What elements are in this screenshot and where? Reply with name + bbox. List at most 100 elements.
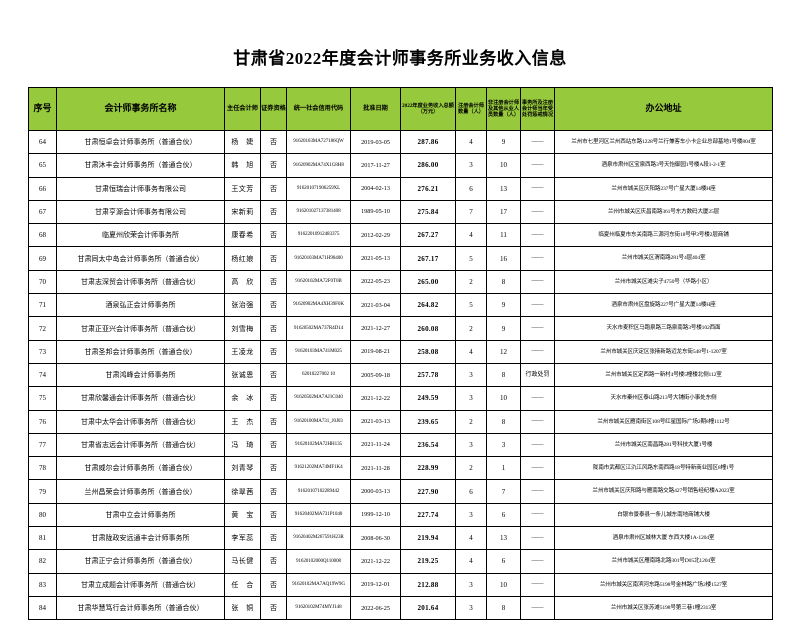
cell-approval-date: 2021-05-13	[350, 246, 401, 271]
cell-revenue: 219.25	[400, 549, 456, 574]
cell-approval-date: 2019-12-01	[350, 572, 401, 597]
cell-credit-code: 91620502MA7AJ1C040	[286, 386, 351, 411]
cell-chief-accountant: 张治强	[224, 293, 261, 318]
header-chief-accountant: 主任会计师	[224, 87, 261, 131]
cell-credit-code: 91620102MA72F0T0B	[286, 269, 351, 295]
cell-chief-accountant: 余 冰	[224, 386, 261, 411]
table-row: 72 甘肃正亚兴会计师事务所（普通合伙） 刘雪梅否 91620502MA737R4D1…	[28, 316, 773, 341]
cell-securities-qualification: 否	[260, 572, 287, 597]
cell-office-address: 陇南市武都区江氿江风路东南西路18号特新商业园区8幢1号	[554, 456, 773, 481]
cell-staff-count: 10	[486, 572, 521, 597]
table-row: 68 临夏州欣荣会计师事务所 康春希否 91622010912483375 2012-0…	[28, 223, 773, 248]
table-row: 76 甘肃中太华会计师事务所（普通合伙）王 杰否 91620100MA731_J0J…	[28, 409, 773, 434]
cell-approval-date: 1989-05-10	[350, 199, 401, 225]
cell-revenue: 257.78	[400, 362, 456, 388]
cell-office-address: 酒泉市肃州区城林大厦 东西大楼1A-1204室	[554, 526, 773, 551]
cell-cpa-count: 4	[455, 129, 487, 155]
cell-firm-name: 甘肃威尔会计师事务所（普通合伙）	[56, 456, 225, 481]
cell-staff-count: 10	[486, 386, 521, 411]
cell-office-address: 兰州市城关区滩尖子4750号（华路小区）	[554, 269, 773, 295]
cell-chief-accountant: 张诚恩	[224, 362, 261, 388]
cell-approval-date: 2022-06-25	[350, 595, 401, 620]
cell-index: 71	[28, 293, 57, 318]
table-row: 64 甘肃恒卓会计师事务所（普通合伙）杨 婕否 91620103MA727186QW…	[28, 129, 773, 155]
cell-revenue: 264.82	[400, 293, 456, 318]
cell-firm-name: 临夏州欣荣会计师事务所	[56, 223, 225, 248]
cell-credit-code: 91620502MA737R4D14	[286, 316, 351, 341]
cell-securities-qualification: 否	[260, 549, 287, 574]
cell-penalty: ——	[520, 316, 555, 341]
cell-securities-qualification: 否	[260, 246, 287, 271]
cell-credit-code: 91620102MA7AQ19W9G	[286, 572, 351, 597]
cell-index: 77	[28, 432, 57, 458]
cell-approval-date: 2017-11-27	[350, 153, 401, 178]
header-securities-qualification: 证券资格	[260, 87, 287, 131]
cell-cpa-count: 2	[455, 316, 487, 341]
table-row: 74 甘肃鸿峰会计师事务所 张诚恩否 62010227002 10 2005-09-18…	[28, 362, 773, 388]
table-row: 81 甘肃陇政安远通丰会计师事务所 李军蕊否 91620402M267591H23R 2…	[28, 526, 773, 551]
cell-index: 65	[28, 153, 57, 178]
cell-staff-count: 9	[486, 129, 521, 155]
cell-revenue: 286.00	[400, 153, 456, 178]
cell-revenue: 212.88	[400, 572, 456, 597]
cell-approval-date: 2021-03-13	[350, 409, 401, 434]
cell-staff-count: 8	[486, 362, 521, 388]
cell-firm-name: 甘肃正亚兴会计师事务所（普通合伙）	[56, 316, 225, 341]
cell-penalty: ——	[520, 386, 555, 411]
cell-credit-code: 91620102000Q110008	[286, 549, 351, 574]
cell-index: 73	[28, 339, 57, 364]
cell-office-address: 兰州市城关区雁南街区108号红星国际广场2期8幢1112号	[554, 409, 773, 434]
header-row: 序号 会计师事务所名称 主任会计师 证券资格 统一社会信用代码 批准日期 202…	[28, 87, 773, 131]
cell-credit-code: 91620103MA741M025	[286, 339, 351, 364]
table-header: 序号 会计师事务所名称 主任会计师 证券资格 统一社会信用代码 批准日期 202…	[28, 87, 773, 131]
cell-staff-count: 11	[486, 223, 521, 248]
cell-approval-date: 2021-03-04	[350, 293, 401, 318]
cell-firm-name: 甘肃正宁会计师事务所（普通合伙）	[56, 549, 225, 574]
cell-chief-accountant: 杨红娘	[224, 246, 261, 271]
cell-firm-name: 甘肃省志远会计师事务所（普通合伙）	[56, 432, 225, 458]
cell-penalty: ——	[520, 269, 555, 295]
cell-cpa-count: 2	[455, 269, 487, 295]
cell-cpa-count: 3	[455, 572, 487, 597]
table-row: 84 甘肃华慧笃行会计师事务所（普通合伙）张 铜否 91620102M74MYJ14…	[28, 595, 773, 620]
cell-office-address: 兰州市城关区南滨河东路5198号金林路广场2楼1527室	[554, 572, 773, 597]
cell-staff-count: 17	[486, 199, 521, 225]
header-credit-code: 统一社会信用代码	[286, 87, 351, 131]
cell-chief-accountant: 李军蕊	[224, 526, 261, 551]
cell-staff-count: 12	[486, 339, 521, 364]
cell-office-address: 白银市景泰县一条儿城东南地商铺大楼	[554, 502, 773, 528]
cell-index: 70	[28, 269, 57, 295]
cell-credit-code: 91622010912483375	[286, 223, 351, 248]
header-cpa-count: 注册会计师数量（人）	[455, 87, 487, 131]
cell-penalty: ——	[520, 549, 555, 574]
header-staff-count: 非注册会计师及其他从业人员数量（人）	[486, 87, 521, 131]
cell-securities-qualification: 否	[260, 479, 287, 504]
cell-penalty: ——	[520, 502, 555, 528]
cell-securities-qualification: 否	[260, 409, 287, 434]
cell-office-address: 酒泉市肃州区宝泉西路3号天怡御园1号楼A段1-2-1室	[554, 153, 773, 178]
cell-securities-qualification: 否	[260, 456, 287, 481]
cell-revenue: 227.90	[400, 479, 456, 504]
cell-staff-count: 3	[486, 432, 521, 458]
cell-securities-qualification: 否	[260, 502, 287, 528]
cell-securities-qualification: 否	[260, 153, 287, 178]
cell-credit-code: 916201071906259XL	[286, 176, 351, 201]
cell-firm-name: 甘肃同太中岛会计师事务所（普通合伙）	[56, 246, 225, 271]
cell-penalty: ——	[520, 432, 555, 458]
cell-penalty: ——	[520, 153, 555, 178]
cell-revenue: 287.86	[400, 129, 456, 155]
table-row: 67 甘肃亨源会计师事务有限公司 宋新莉否 916201027137381408 198…	[28, 199, 773, 225]
header-revenue: 2022年度业务收入总额（万元）	[400, 87, 456, 131]
table-row: 79 兰州昌荣会计师事务所（普通合伙） 徐翠茜否 91620107102289442 2…	[28, 479, 773, 504]
cell-chief-accountant: 王 杰	[224, 409, 261, 434]
cell-index: 72	[28, 316, 57, 341]
cell-revenue: 239.65	[400, 409, 456, 434]
table-row: 73 甘肃圣邦会计师事务所（普通合伙） 王凌龙否 91620103MA741M025 2…	[28, 339, 773, 364]
cell-staff-count: 8	[486, 409, 521, 434]
cell-penalty: ——	[520, 456, 555, 481]
cell-firm-name: 甘肃中立会计师事务所	[56, 502, 225, 528]
cell-approval-date: 2008-06-30	[350, 526, 401, 551]
cell-approval-date: 2021-12-27	[350, 316, 401, 341]
cell-office-address: 兰州市城关区庆阳路与雁南路交路427号销售经纪楼A2023室	[554, 479, 773, 504]
cell-staff-count: 6	[486, 502, 521, 528]
